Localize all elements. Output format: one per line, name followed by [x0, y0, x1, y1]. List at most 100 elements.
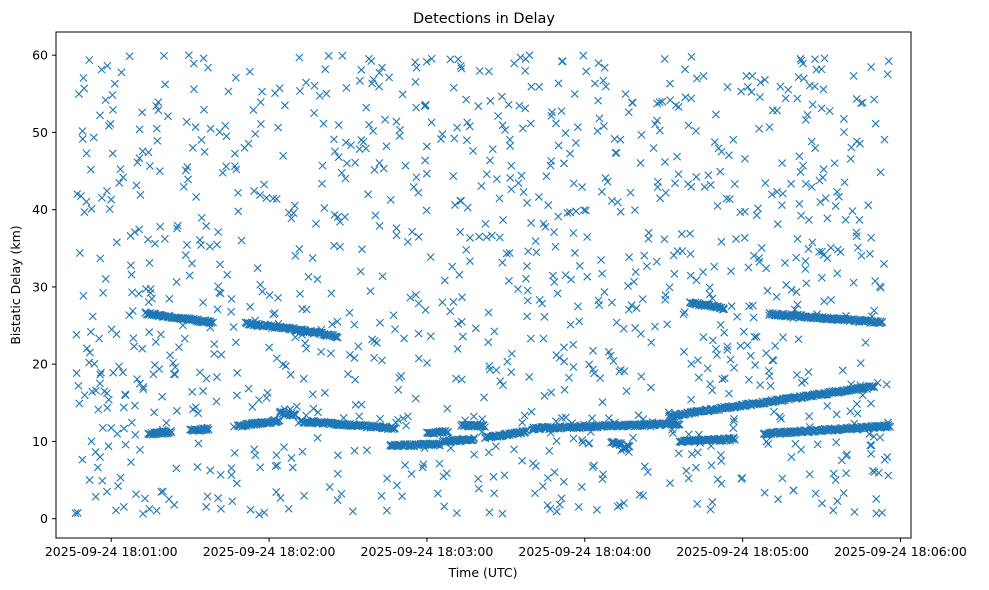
data-point [534, 192, 543, 201]
data-point [575, 261, 584, 270]
chart-title: Detections in Delay [413, 11, 555, 27]
data-point [867, 449, 876, 458]
data-point [435, 459, 444, 468]
y-tick-label: 0 [40, 511, 48, 526]
data-point [135, 125, 144, 134]
data-point [521, 104, 530, 113]
data-point [730, 180, 739, 189]
data-point [776, 82, 785, 91]
data-point [748, 301, 757, 310]
data-point [126, 458, 135, 467]
data-point [202, 424, 211, 433]
data-point [561, 413, 570, 422]
data-point [724, 151, 733, 160]
data-point [501, 126, 510, 135]
data-point [820, 54, 829, 63]
data-point [107, 423, 116, 432]
data-point [812, 65, 821, 74]
data-point [673, 152, 682, 161]
data-point [637, 372, 646, 381]
data-point [797, 378, 806, 387]
data-point [130, 401, 139, 410]
data-point [600, 288, 609, 297]
data-point [351, 158, 360, 167]
data-point [399, 414, 408, 423]
data-point [636, 158, 645, 167]
data-point [820, 297, 829, 306]
data-point [808, 100, 817, 109]
data-point [592, 505, 601, 514]
data-point [401, 461, 410, 470]
data-point [494, 111, 503, 120]
data-point [205, 242, 214, 251]
data-point [79, 73, 88, 82]
data-point [692, 172, 701, 181]
data-point [275, 416, 284, 425]
data-point [796, 54, 805, 63]
data-point [717, 237, 726, 246]
data-point [478, 415, 487, 424]
data-point [164, 495, 173, 504]
data-point [507, 161, 516, 170]
data-point [842, 469, 851, 478]
data-point [438, 298, 447, 307]
data-point [370, 165, 379, 174]
data-point [451, 201, 460, 210]
data-point [485, 508, 494, 517]
data-point [708, 294, 717, 303]
data-point [613, 198, 622, 207]
data-point [686, 271, 695, 280]
data-point [109, 368, 118, 377]
data-point [394, 385, 403, 394]
data-point [72, 330, 81, 339]
data-point [108, 149, 117, 158]
data-point [411, 78, 420, 87]
data-point [463, 118, 472, 127]
data-point [569, 340, 578, 349]
data-point [232, 391, 241, 400]
data-point [85, 476, 94, 485]
data-point [833, 497, 842, 506]
data-point [96, 370, 105, 379]
data-point [103, 61, 112, 70]
data-point [101, 274, 110, 283]
data-point [680, 308, 689, 317]
data-point [98, 423, 107, 432]
data-point [78, 455, 87, 464]
data-point [867, 441, 876, 450]
data-point [613, 502, 622, 511]
data-point [470, 433, 479, 442]
data-point [631, 268, 640, 277]
data-point [166, 426, 175, 435]
x-axis-label: Time (UTC) [447, 565, 517, 580]
data-point [811, 144, 820, 153]
data-point [128, 306, 137, 315]
data-point [202, 426, 211, 435]
data-point [872, 494, 881, 503]
data-point [210, 349, 219, 358]
data-point [756, 380, 765, 389]
data-point [234, 188, 243, 197]
data-point [626, 188, 635, 197]
data-point [560, 385, 569, 394]
data-point [826, 243, 835, 252]
data-point [221, 121, 230, 130]
data-point [95, 334, 104, 343]
data-point [256, 98, 265, 107]
data-point [391, 325, 400, 334]
data-point [127, 270, 136, 279]
data-point [838, 366, 847, 375]
data-point [195, 235, 204, 244]
data-point [291, 333, 300, 342]
data-point [79, 291, 88, 300]
x-tick-label: 2025-09-24 18:03:00 [361, 544, 494, 559]
data-point [725, 195, 734, 204]
y-axis-label: Bistatic Delay (km) [8, 225, 23, 344]
data-point [656, 194, 665, 203]
data-point [853, 409, 862, 418]
data-point [156, 222, 165, 231]
data-point [751, 361, 760, 370]
data-point [588, 414, 597, 423]
data-point [801, 179, 810, 188]
data-point [422, 169, 431, 178]
